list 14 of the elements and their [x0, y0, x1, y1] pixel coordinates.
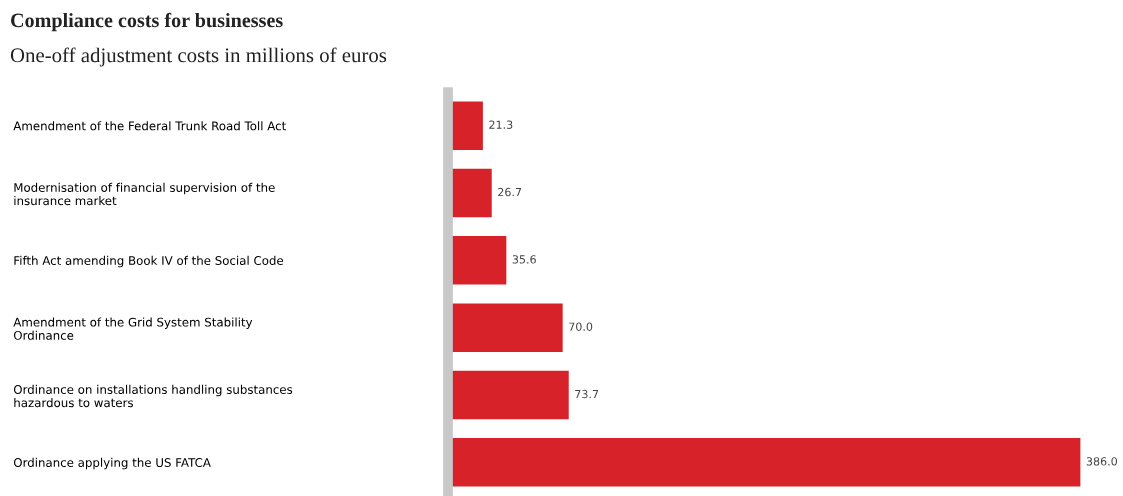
y-tick-label: Fifth Act amending Book IV of the Social Code [14, 255, 284, 268]
data-label: 26.7 [498, 187, 522, 197]
y-tick-label: Amendment of the Federal Trunk Road Toll Act [13, 121, 286, 131]
text: Compliance costs for businesses [10, 12, 283, 32]
data-label: 70.0 [569, 322, 593, 331]
data-label: 386.0 [1086, 457, 1118, 466]
y-tick-label: Modernisation of financial supervision of the insurance market [14, 182, 275, 206]
data-label: 21.3 [489, 120, 513, 129]
data-label: 73.7 [575, 389, 599, 399]
y-tick-label: Ordinance applying the US FATCA [13, 457, 211, 470]
y-tick-label: Amendment of the Grid System Stability Ordinance [13, 317, 253, 340]
y-tick-label: Ordinance on installations handling substances hazardous to waters [13, 384, 293, 408]
text: One-off adjustment costs in millions of euros [10, 47, 387, 67]
data-label: 35.6 [512, 255, 536, 264]
